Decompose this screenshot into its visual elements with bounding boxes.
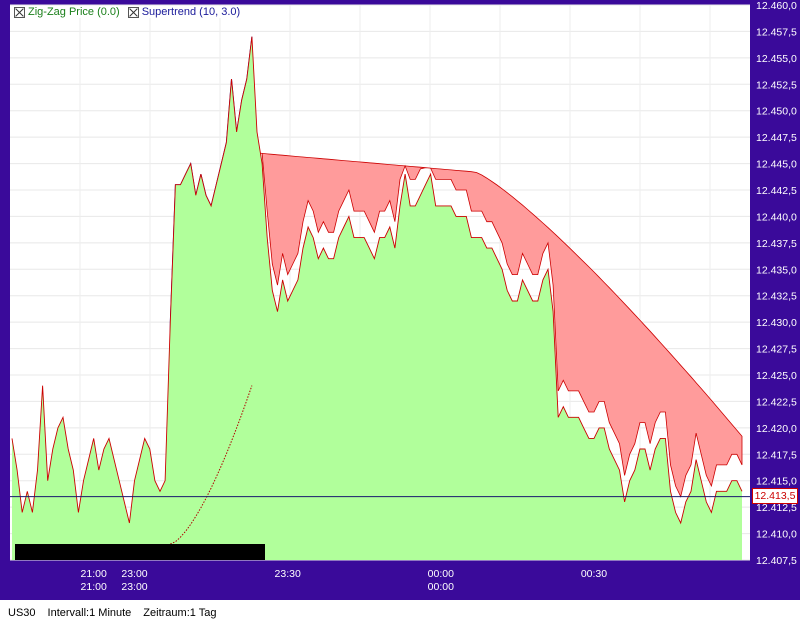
x-tick-sublabel: 23:00 <box>121 581 147 593</box>
legend-item-supertrend[interactable]: Supertrend (10, 3.0) <box>125 6 243 18</box>
close-icon[interactable] <box>14 6 25 18</box>
supertrend-bull-dots <box>170 385 253 545</box>
legend: Zig-Zag Price (0.0) Supertrend (10, 3.0) <box>12 6 243 18</box>
y-axis: 12.407,5 12.410,0 12.412,5 12.415,0 12.417,5… <box>756 0 797 567</box>
y-tick-label: 12.457,5 <box>756 26 797 38</box>
chart-svg: 12.407,5 12.410,0 12.412,5 12.415,0 12.417,5… <box>10 0 797 593</box>
y-tick-label: 12.450,0 <box>756 106 797 118</box>
y-tick-label: 12.410,0 <box>756 529 797 541</box>
y-tick-label: 12.412,5 <box>756 502 797 514</box>
x-tick-label: 00:00 <box>428 568 454 580</box>
y-tick-label: 12.455,0 <box>756 53 797 65</box>
y-tick-label: 12.417,5 <box>756 449 797 461</box>
y-tick-label: 12.440,0 <box>756 211 797 223</box>
x-tick-label: 23:30 <box>275 568 301 580</box>
y-tick-label: 12.407,5 <box>756 555 797 567</box>
price-area <box>12 36 742 560</box>
y-tick-label: 12.425,0 <box>756 370 797 382</box>
x-tick-label: 21:00 <box>81 568 107 580</box>
y-tick-label: 12.422,5 <box>756 396 797 408</box>
legend-label-supertrend: Supertrend (10, 3.0) <box>141 6 241 18</box>
y-tick-label: 12.460,0 <box>756 0 797 12</box>
interval-label: Intervall:1 Minute <box>47 606 132 619</box>
y-tick-label: 12.420,0 <box>756 423 797 435</box>
supertrend-bear-band <box>256 152 743 498</box>
y-tick-label: 12.442,5 <box>756 185 797 197</box>
y-tick-label: 12.427,5 <box>756 344 797 356</box>
y-tick-label: 12.452,5 <box>756 79 797 91</box>
y-tick-label: 12.432,5 <box>756 291 797 303</box>
x-tick-label: 23:00 <box>121 568 147 580</box>
symbol-label: US30 <box>8 606 36 619</box>
current-price-tag: 12.413,5 <box>752 488 798 504</box>
y-tick-label: 12.437,5 <box>756 238 797 250</box>
x-tick-sublabel: 21:00 <box>81 581 107 593</box>
y-tick-label: 12.447,5 <box>756 132 797 144</box>
status-bar: US30 Intervall:1 Minute Zeitraum:1 Tag <box>0 600 800 625</box>
y-tick-label: 12.435,0 <box>756 264 797 276</box>
redaction-bar <box>15 544 265 560</box>
y-tick-label: 12.415,0 <box>756 476 797 488</box>
y-tick-label: 12.430,0 <box>756 317 797 329</box>
legend-item-zigzag[interactable]: Zig-Zag Price (0.0) <box>12 6 122 18</box>
legend-label-zigzag: Zig-Zag Price (0.0) <box>28 6 120 18</box>
x-tick-label: 00:30 <box>581 568 607 580</box>
period-label: Zeitraum:1 Tag <box>143 606 217 619</box>
x-tick-sublabel: 00:00 <box>428 581 454 593</box>
zigzag-price-line <box>11 36 743 525</box>
close-icon[interactable] <box>127 6 139 18</box>
y-tick-label: 12.445,0 <box>756 159 797 171</box>
